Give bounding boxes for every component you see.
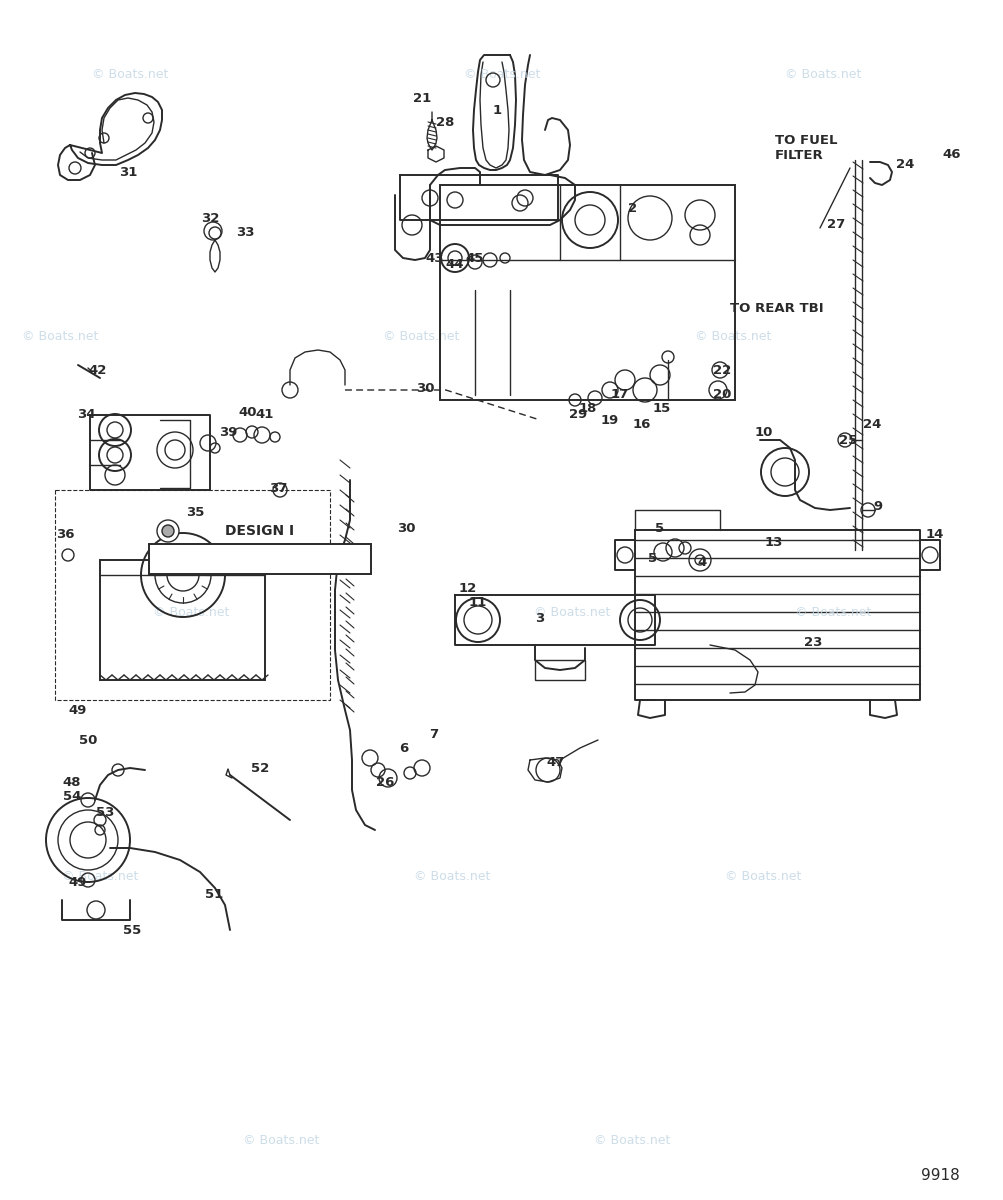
- Text: 19: 19: [600, 414, 619, 426]
- Text: 46: 46: [942, 149, 960, 162]
- Text: 9918: 9918: [920, 1168, 959, 1182]
- Text: 23: 23: [803, 636, 821, 648]
- Text: 24: 24: [895, 158, 914, 172]
- Text: 6: 6: [399, 742, 408, 755]
- Text: 40: 40: [239, 406, 257, 419]
- Text: 42: 42: [88, 364, 107, 377]
- Text: 5: 5: [648, 552, 657, 564]
- Text: 33: 33: [236, 226, 254, 239]
- Text: 10: 10: [754, 426, 772, 438]
- Text: © Boats.net: © Boats.net: [463, 68, 540, 80]
- Text: 22: 22: [712, 364, 730, 377]
- Text: 30: 30: [415, 382, 434, 395]
- Text: © Boats.net: © Boats.net: [92, 68, 169, 80]
- Text: TO REAR TBI: TO REAR TBI: [729, 301, 822, 314]
- Text: 14: 14: [925, 528, 943, 541]
- Text: © Boats.net: © Boats.net: [694, 330, 770, 342]
- Text: TO FUEL
FILTER: TO FUEL FILTER: [774, 134, 837, 162]
- Text: 49: 49: [69, 876, 87, 888]
- Text: 15: 15: [652, 402, 670, 414]
- Text: 12: 12: [458, 582, 476, 594]
- Text: 3: 3: [535, 612, 544, 624]
- Text: 30: 30: [396, 522, 415, 534]
- Text: 53: 53: [95, 805, 114, 818]
- Circle shape: [156, 520, 179, 542]
- Text: © Boats.net: © Boats.net: [243, 1134, 319, 1146]
- Bar: [100, 560, 265, 680]
- Text: 17: 17: [610, 389, 629, 402]
- Text: 41: 41: [256, 408, 274, 421]
- FancyBboxPatch shape: [148, 544, 371, 574]
- Text: 1: 1: [491, 103, 502, 116]
- Bar: [535, 660, 585, 680]
- Text: © Boats.net: © Boats.net: [413, 870, 489, 882]
- Text: 43: 43: [425, 252, 443, 264]
- Text: 55: 55: [122, 924, 141, 936]
- Text: DESIGN I: DESIGN I: [226, 524, 294, 538]
- Text: 16: 16: [632, 419, 651, 432]
- Text: 47: 47: [547, 756, 565, 768]
- Text: 34: 34: [76, 408, 95, 421]
- Text: 38: 38: [145, 565, 164, 578]
- Text: © Boats.net: © Boats.net: [383, 330, 459, 342]
- Text: © Boats.net: © Boats.net: [62, 870, 138, 882]
- Text: © Boats.net: © Boats.net: [784, 68, 861, 80]
- Text: 50: 50: [78, 733, 97, 746]
- Text: 24: 24: [862, 419, 881, 432]
- Text: 44: 44: [445, 258, 463, 271]
- Text: 32: 32: [201, 211, 219, 224]
- Text: 2: 2: [628, 202, 637, 215]
- Text: 52: 52: [251, 762, 269, 774]
- Text: 45: 45: [465, 252, 483, 264]
- Text: 39: 39: [219, 426, 237, 438]
- Text: 49: 49: [69, 703, 87, 716]
- Text: 37: 37: [269, 481, 287, 494]
- Text: 31: 31: [118, 166, 137, 179]
- Text: 51: 51: [205, 888, 223, 901]
- Text: 28: 28: [435, 115, 453, 128]
- Text: 54: 54: [63, 790, 81, 803]
- Text: © Boats.net: © Boats.net: [152, 606, 229, 618]
- Text: 27: 27: [826, 218, 845, 232]
- Text: 5: 5: [655, 522, 664, 534]
- Text: © Boats.net: © Boats.net: [594, 1134, 670, 1146]
- Text: © Boats.net: © Boats.net: [724, 870, 800, 882]
- Text: 18: 18: [579, 402, 597, 414]
- Text: © Boats.net: © Boats.net: [534, 606, 610, 618]
- Text: © Boats.net: © Boats.net: [22, 330, 98, 342]
- Circle shape: [161, 526, 174, 538]
- Text: 29: 29: [569, 408, 587, 421]
- Text: 4: 4: [697, 557, 706, 570]
- Text: 48: 48: [62, 775, 81, 788]
- Text: 25: 25: [839, 433, 857, 446]
- Text: 35: 35: [186, 505, 204, 518]
- Text: 11: 11: [468, 596, 486, 610]
- Text: 36: 36: [56, 528, 74, 541]
- Text: 20: 20: [712, 389, 730, 402]
- Text: 21: 21: [412, 91, 430, 104]
- Text: 26: 26: [375, 775, 394, 788]
- Text: 13: 13: [764, 535, 782, 548]
- Text: 7: 7: [429, 728, 438, 742]
- Text: © Boats.net: © Boats.net: [794, 606, 871, 618]
- Bar: [439, 185, 734, 400]
- Text: 9: 9: [873, 500, 882, 514]
